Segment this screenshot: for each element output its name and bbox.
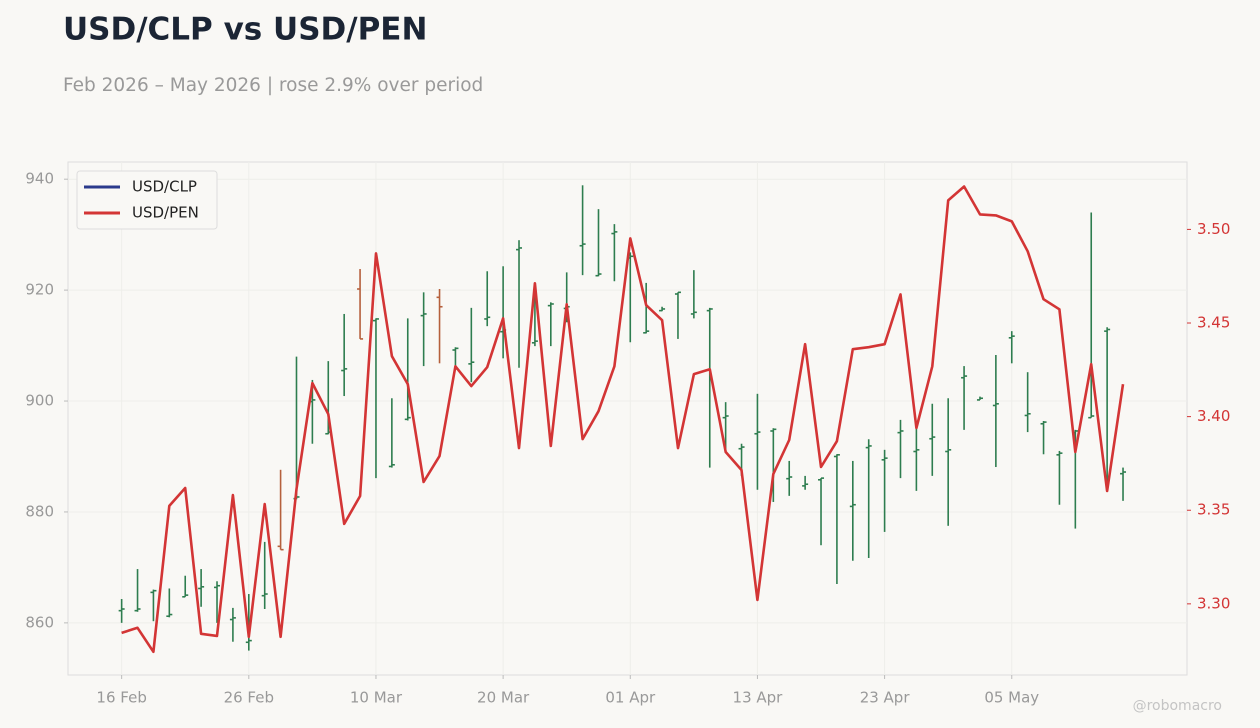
x-tick-label: 01 Apr	[605, 689, 656, 707]
plot-frame	[67, 161, 1188, 676]
watermark: @robomacro	[1133, 698, 1222, 714]
legend-label: USD/PEN	[132, 204, 199, 222]
y-tick-label: 860	[25, 613, 54, 631]
y2-tick-label: 3.45	[1197, 314, 1230, 332]
grid	[68, 162, 1187, 675]
y2-tick-label: 3.40	[1197, 407, 1230, 425]
x-tick-label: 10 Mar	[350, 689, 403, 707]
x-tick-label: 20 Mar	[477, 689, 530, 707]
x-tick-label: 13 Apr	[733, 689, 784, 707]
y2-tick-label: 3.35	[1197, 501, 1230, 519]
legend-label: USD/CLP	[132, 178, 197, 196]
x-tick-label: 16 Feb	[96, 689, 146, 707]
x-tick-label: 23 Apr	[860, 689, 911, 707]
chart-subtitle: Feb 2026 – May 2026 | rose 2.9% over per…	[63, 75, 483, 96]
legend: USD/CLP USD/PEN	[76, 170, 218, 230]
y-tick-label: 920	[25, 281, 54, 299]
y-tick-label: 940	[25, 170, 54, 188]
y-tick-label: 900	[25, 392, 54, 410]
chart-title: USD/CLP vs USD/PEN	[63, 12, 427, 48]
y2-tick-label: 3.50	[1197, 220, 1230, 238]
x-tick-label: 26 Feb	[224, 689, 274, 707]
y-tick-label: 880	[25, 502, 54, 520]
y2-tick-label: 3.30	[1197, 594, 1230, 612]
line	[121, 185, 1125, 654]
x-tick-label: 05 May	[984, 689, 1039, 707]
